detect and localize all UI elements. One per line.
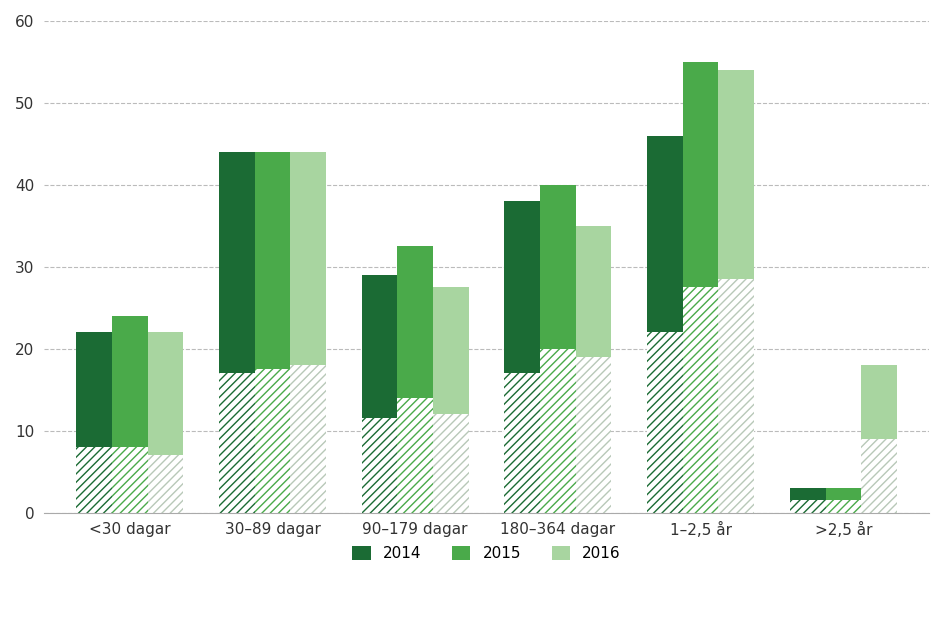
Bar bbox=[362, 275, 397, 418]
Bar bbox=[112, 316, 147, 447]
Bar bbox=[291, 152, 326, 365]
Bar bbox=[790, 500, 825, 513]
Bar bbox=[219, 373, 255, 513]
Bar bbox=[397, 246, 433, 398]
Bar bbox=[76, 447, 112, 513]
Bar bbox=[255, 369, 291, 513]
Bar bbox=[861, 439, 897, 513]
Bar bbox=[112, 447, 147, 513]
Bar bbox=[397, 398, 433, 513]
Bar bbox=[790, 488, 825, 500]
Bar bbox=[255, 152, 291, 369]
Bar bbox=[718, 279, 754, 513]
Bar bbox=[683, 62, 718, 287]
Bar bbox=[648, 136, 683, 332]
Legend: 2014, 2015, 2016: 2014, 2015, 2016 bbox=[345, 539, 629, 569]
Bar bbox=[683, 287, 718, 513]
Bar bbox=[362, 418, 397, 513]
Bar bbox=[825, 500, 861, 513]
Bar bbox=[825, 488, 861, 500]
Bar bbox=[147, 332, 183, 455]
Bar bbox=[504, 201, 540, 373]
Bar bbox=[718, 70, 754, 279]
Bar bbox=[291, 365, 326, 513]
Bar bbox=[76, 332, 112, 447]
Bar bbox=[147, 455, 183, 513]
Bar bbox=[576, 357, 612, 513]
Bar bbox=[861, 365, 897, 439]
Bar bbox=[540, 348, 576, 513]
Bar bbox=[219, 152, 255, 373]
Bar bbox=[576, 226, 612, 357]
Bar bbox=[433, 414, 469, 513]
Bar bbox=[648, 332, 683, 513]
Bar bbox=[504, 373, 540, 513]
Bar bbox=[540, 185, 576, 348]
Bar bbox=[433, 287, 469, 414]
